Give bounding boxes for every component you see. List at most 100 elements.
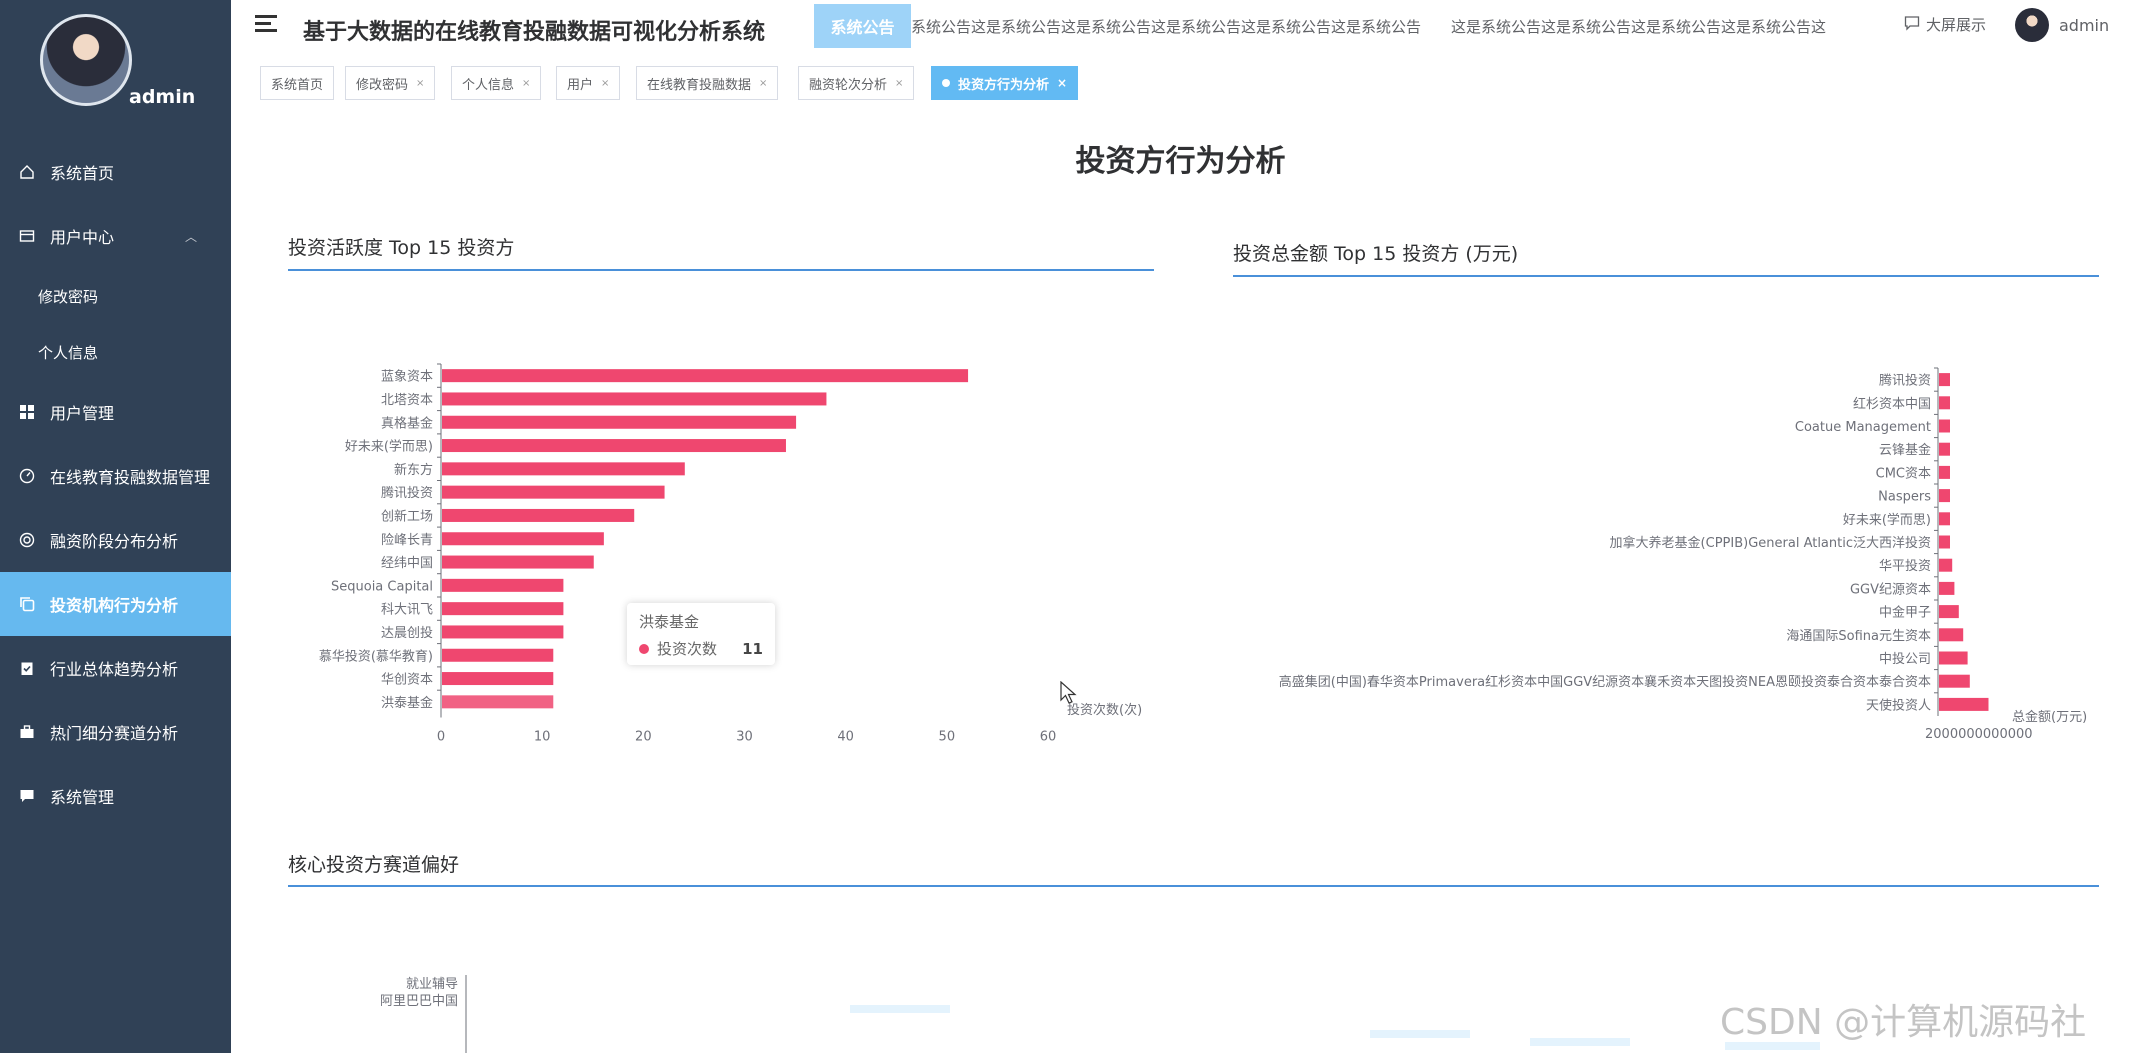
category-label: 达晨创投: [381, 625, 433, 641]
screen-icon: [1904, 15, 1920, 35]
bar: [1939, 581, 1955, 595]
close-icon[interactable]: ×: [522, 77, 531, 89]
tab-round-analysis[interactable]: 融资轮次分析 ×: [798, 66, 915, 100]
top-bar: 基于大数据的在线教育投融数据可视化分析系统 系统公告 系统公告这是系统公告这是系…: [231, 0, 2130, 56]
heatmap-cell: [1725, 1042, 1820, 1050]
user-dropdown[interactable]: admin: [2015, 8, 2109, 42]
sidebar-item-change-password[interactable]: 修改密码: [0, 268, 231, 324]
bar: [442, 672, 554, 686]
sidebar-item-profile[interactable]: 个人信息: [0, 324, 231, 380]
category-label: 洪泰基金: [381, 695, 433, 711]
x-tick-label: 10: [534, 730, 551, 745]
category-label: 云锋基金: [1879, 442, 1931, 458]
bar: [1939, 489, 1950, 503]
category-label: 海通国际Sofina元生资本: [1786, 629, 1931, 644]
dashboard-icon: [18, 467, 36, 485]
user-center-icon: [18, 227, 36, 245]
app-title: 基于大数据的在线教育投融数据可视化分析系统: [303, 20, 766, 45]
category-label: 红杉资本中国: [1853, 396, 1931, 412]
x-tick-label: 20: [635, 730, 652, 745]
sidebar-user-panel: admin: [0, 0, 231, 140]
series-dot-icon: [639, 643, 649, 654]
tab-investor-analysis[interactable]: 投资方行为分析 ×: [931, 66, 1079, 100]
bar: [1939, 442, 1950, 456]
sidebar-item-stage-analysis[interactable]: 融资阶段分布分析: [0, 508, 231, 572]
category-label: 好未来(学而思): [1843, 512, 1931, 528]
tab-data[interactable]: 在线教育投融数据 ×: [636, 66, 779, 100]
category-label: 华创资本: [381, 673, 433, 688]
tab-profile[interactable]: 个人信息 ×: [451, 66, 542, 100]
bar: [442, 508, 635, 522]
notice-marquee: 系统公告这是系统公告这是系统公告这是系统公告这是系统公告这是系统公告 这是系统公告…: [911, 16, 2101, 37]
hamburger-icon[interactable]: [255, 15, 277, 33]
sidebar-item-user-center[interactable]: 用户中心 ︿: [0, 204, 231, 268]
close-icon[interactable]: ×: [416, 77, 425, 89]
user-name: admin: [2059, 15, 2110, 35]
notice-text: 这是系统公告这是系统公告这是系统公告这是系统公告这: [1451, 18, 1827, 36]
big-screen-button[interactable]: 大屏展示: [1904, 14, 1986, 35]
sidebar-item-investor-analysis[interactable]: 投资机构行为分析: [0, 572, 231, 636]
heatmap-cell: [850, 1005, 950, 1013]
tab-label: 投资方行为分析: [958, 77, 1050, 93]
bar: [1939, 697, 1989, 711]
sidebar-item-label: 个人信息: [38, 343, 99, 362]
copy-icon: [18, 595, 36, 613]
category-label: 加拿大养老基金(CPPIB)General Atlantic泛大西洋投资: [1610, 535, 1931, 551]
x-tick-label: 0: [437, 730, 445, 745]
tab-label: 系统首页: [271, 77, 324, 93]
x-tick-label: 30: [736, 730, 753, 745]
bar: [1939, 558, 1953, 572]
chart-tooltip: 洪泰基金 投资次数 11: [627, 603, 775, 665]
sidebar-item-user-management[interactable]: 用户管理: [0, 380, 231, 444]
sidebar-username: admin: [129, 86, 196, 108]
sidebar-menu: 系统首页 用户中心 ︿ 修改密码 个人信息 用户管理 在线教育投融数据管理 融资…: [0, 140, 231, 828]
category-label: Naspers: [1878, 490, 1931, 505]
tab-change-password[interactable]: 修改密码 ×: [345, 66, 436, 100]
bar: [1939, 396, 1950, 410]
sidebar-item-label: 用户中心: [50, 228, 115, 247]
big-screen-label: 大屏展示: [1926, 16, 1987, 34]
category-label: 创新工场: [381, 508, 433, 524]
close-icon[interactable]: ×: [601, 77, 610, 89]
avatar[interactable]: [40, 14, 132, 106]
bar: [1939, 674, 1970, 688]
category-label: Sequoia Capital: [331, 579, 433, 594]
category-label: 科大讯飞: [381, 603, 433, 618]
sidebar-item-track-analysis[interactable]: 热门细分赛道分析: [0, 700, 231, 764]
sidebar-item-trend-analysis[interactable]: 行业总体趋势分析: [0, 636, 231, 700]
bar: [1939, 605, 1959, 619]
watermark: CSDN @计算机源码社: [1720, 1002, 2087, 1043]
bar: [442, 462, 685, 476]
chevron-up-icon: ︿: [184, 229, 197, 244]
sidebar-item-label: 系统首页: [50, 164, 115, 183]
close-icon[interactable]: ×: [895, 77, 904, 89]
bar: [442, 369, 969, 383]
tooltip-value: 11: [742, 639, 763, 658]
divider: [288, 269, 1154, 271]
sidebar-item-data-management[interactable]: 在线教育投融数据管理: [0, 444, 231, 508]
tab-home[interactable]: 系统首页: [260, 66, 335, 100]
section-title-amount: 投资总金额 Top 15 投资方 (万元): [1233, 243, 1519, 265]
tooltip-row: 投资次数 11: [639, 638, 763, 659]
tab-user[interactable]: 用户 ×: [556, 66, 621, 100]
sidebar-item-label: 热门细分赛道分析: [50, 724, 179, 743]
category-label: 好未来(学而思): [345, 439, 433, 455]
sidebar-item-label: 系统管理: [50, 788, 115, 807]
sidebar-item-system[interactable]: 系统管理: [0, 764, 231, 828]
sidebar-item-label: 行业总体趋势分析: [50, 660, 179, 679]
page-title: 投资方行为分析: [1075, 144, 1286, 179]
bar: [442, 555, 594, 569]
bar: [1939, 628, 1964, 642]
category-label: GGV纪源资本: [1850, 582, 1931, 597]
close-icon[interactable]: ×: [1057, 76, 1068, 90]
sidebar-item-home[interactable]: 系统首页: [0, 140, 231, 204]
tab-label: 融资轮次分析: [809, 77, 888, 93]
category-label: 天使投资人: [1866, 697, 1931, 713]
notice-text: 系统公告这是系统公告这是系统公告这是系统公告这是系统公告这是系统公告: [911, 18, 1422, 36]
category-label: 高盛集团(中国)春华资本Primavera红杉资本中国GGV纪源资本襄禾资本天图…: [1279, 674, 1931, 690]
grid-icon: [18, 403, 36, 421]
heatmap-cell: [1530, 1038, 1630, 1046]
close-icon[interactable]: ×: [759, 77, 768, 89]
category-label: 新东方: [394, 462, 433, 478]
